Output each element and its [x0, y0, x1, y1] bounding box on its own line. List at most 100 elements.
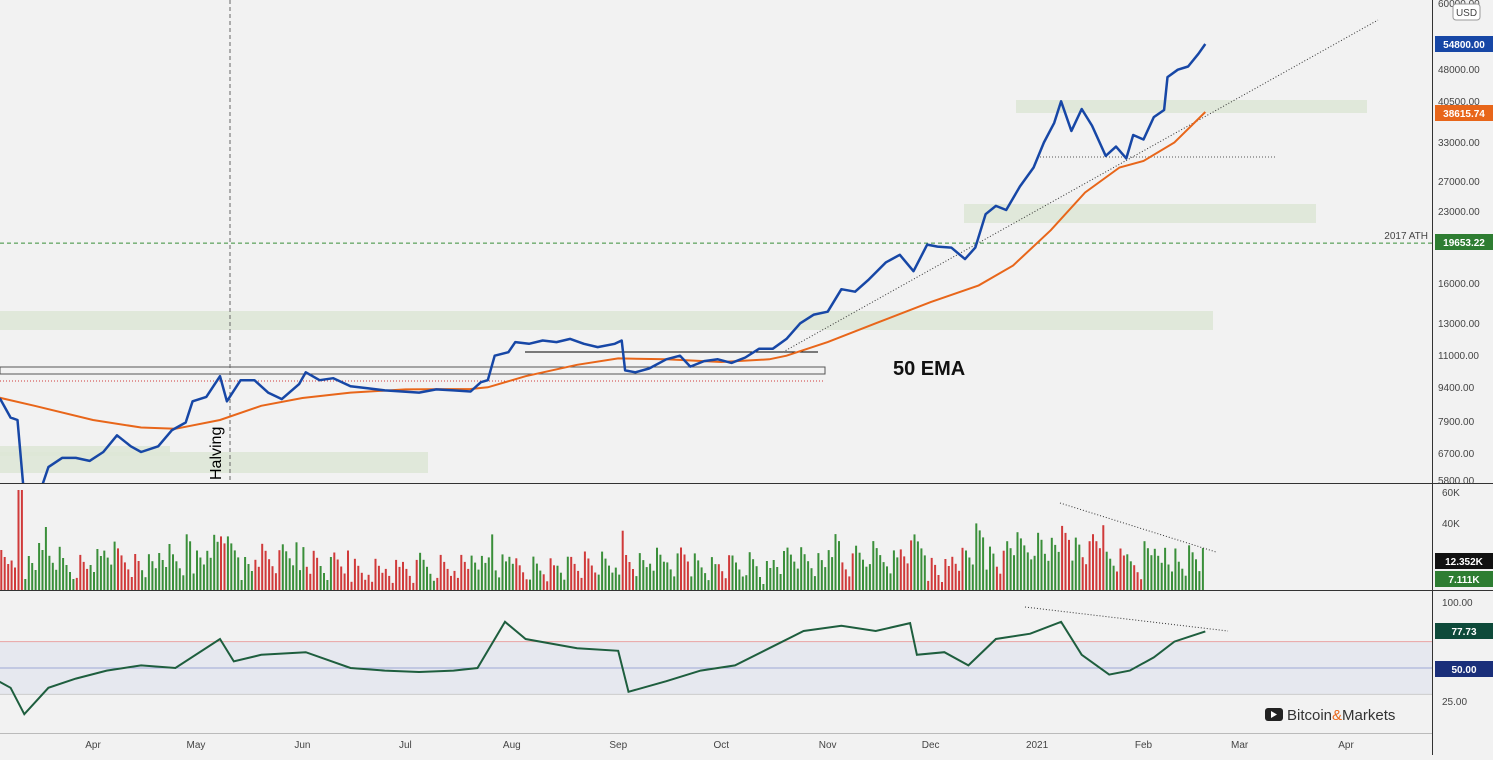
volume-bar: [55, 569, 58, 590]
volume-badge-2: 7.111K: [1448, 575, 1480, 586]
volume-bar: [302, 547, 305, 590]
volume-bar: [44, 527, 47, 590]
volume-bar: [1198, 571, 1201, 590]
volume-bar: [875, 548, 878, 590]
volume-bar: [597, 574, 600, 590]
price-badges: 54800.00 38615.74 19653.22 12.352K 7.111K 77.…: [1435, 36, 1493, 677]
volume-bar: [865, 566, 868, 590]
volume-tick-label: 40K: [1442, 519, 1460, 530]
volume-bar: [10, 560, 13, 590]
volume-bar: [192, 573, 195, 590]
volume-bar: [237, 557, 240, 590]
volume-bar: [426, 566, 428, 590]
volume-bar: [889, 573, 892, 590]
volume-bar: [151, 561, 154, 590]
volume-bar: [590, 565, 593, 590]
volume-bar: [96, 549, 99, 590]
support-zone: [0, 446, 170, 456]
volume-bar: [31, 563, 34, 590]
support-zone: [964, 204, 1316, 223]
volume-bar: [992, 553, 995, 590]
volume-bar: [841, 562, 844, 590]
volume-bar: [851, 553, 854, 590]
volume-bar: [944, 559, 947, 590]
volume-bar: [467, 568, 470, 590]
volume-bar: [474, 562, 477, 590]
volume-bar: [350, 581, 353, 590]
volume-bar: [673, 576, 676, 590]
volume-bar: [995, 566, 998, 590]
volume-bar: [1109, 558, 1112, 590]
volume-bar: [323, 573, 325, 590]
volume-bar: [680, 547, 682, 590]
volume-bar: [463, 561, 466, 590]
volume-bar: [570, 556, 573, 590]
volume-bar: [206, 550, 209, 590]
volume-bar: [58, 546, 61, 590]
volume-bar: [161, 560, 164, 590]
volume-bar: [99, 556, 102, 590]
volume-bar: [975, 523, 978, 590]
volume-bar: [1157, 555, 1160, 590]
price-tick-label: 9400.00: [1438, 383, 1475, 394]
volume-bar: [439, 554, 442, 590]
price-tick-label: 40500.00: [1438, 97, 1480, 108]
volume-bar: [398, 566, 401, 590]
volume-bar: [51, 562, 54, 590]
volume-bar: [309, 573, 312, 590]
x-tick-label: Aug: [503, 740, 521, 751]
volume-bar: [491, 534, 494, 590]
volume-bar: [1143, 541, 1146, 590]
volume-bar: [340, 566, 343, 590]
volume-bar: [872, 541, 875, 590]
volume-bar: [295, 542, 298, 590]
ath-price-badge: 19653.22: [1443, 238, 1485, 249]
volume-bar: [223, 543, 226, 590]
x-tick-label: Apr: [85, 740, 101, 751]
volume-bar: [347, 550, 349, 590]
x-tick-label: Jul: [399, 740, 412, 751]
volume-bar: [1119, 548, 1122, 590]
volume-bar: [1068, 539, 1070, 590]
volume-bar: [978, 530, 981, 590]
rsi-mid-badge-bg: [1435, 661, 1493, 677]
volume-bar: [113, 541, 116, 590]
currency-button[interactable]: [1452, 3, 1481, 21]
rsi-tick-label: 25.00: [1442, 697, 1467, 708]
volume-bar: [498, 577, 501, 590]
play-icon-triangle: [1271, 711, 1277, 718]
volume-bar: [676, 553, 679, 590]
volume-bar: [958, 570, 961, 590]
volume-bar: [1030, 559, 1033, 590]
price-tick-label: 48000.00: [1438, 65, 1480, 76]
volume-bar: [1057, 551, 1060, 590]
volume-bar: [683, 554, 686, 590]
volume-bar: [628, 562, 631, 590]
volume-bar: [982, 537, 985, 590]
volume-bar: [175, 561, 178, 590]
x-tick-label: Mar: [1231, 740, 1249, 751]
volume-bar: [1164, 547, 1167, 590]
volume-bar: [450, 575, 452, 590]
volume-bar: [848, 576, 851, 590]
volume-bar: [559, 572, 562, 590]
volume-bar: [494, 570, 497, 590]
volume-bar: [717, 564, 720, 590]
volume-bar: [93, 572, 95, 590]
volume-bar: [264, 550, 267, 590]
volume-bar: [855, 545, 858, 590]
volume-bar: [621, 530, 624, 590]
rsi-mid-badge: 50.00: [1451, 665, 1476, 676]
volume-bar: [793, 561, 796, 590]
volume-bar: [735, 562, 737, 590]
volume-bar: [796, 568, 799, 590]
volume-bar: [1171, 571, 1173, 590]
volume-pane: [0, 490, 1217, 590]
volume-bar: [412, 582, 415, 590]
volume-bar: [549, 558, 552, 590]
volume-bar: [285, 551, 288, 590]
halving-label: Halving: [208, 427, 225, 480]
volume-bar: [759, 577, 761, 590]
volume-bar: [577, 570, 580, 590]
